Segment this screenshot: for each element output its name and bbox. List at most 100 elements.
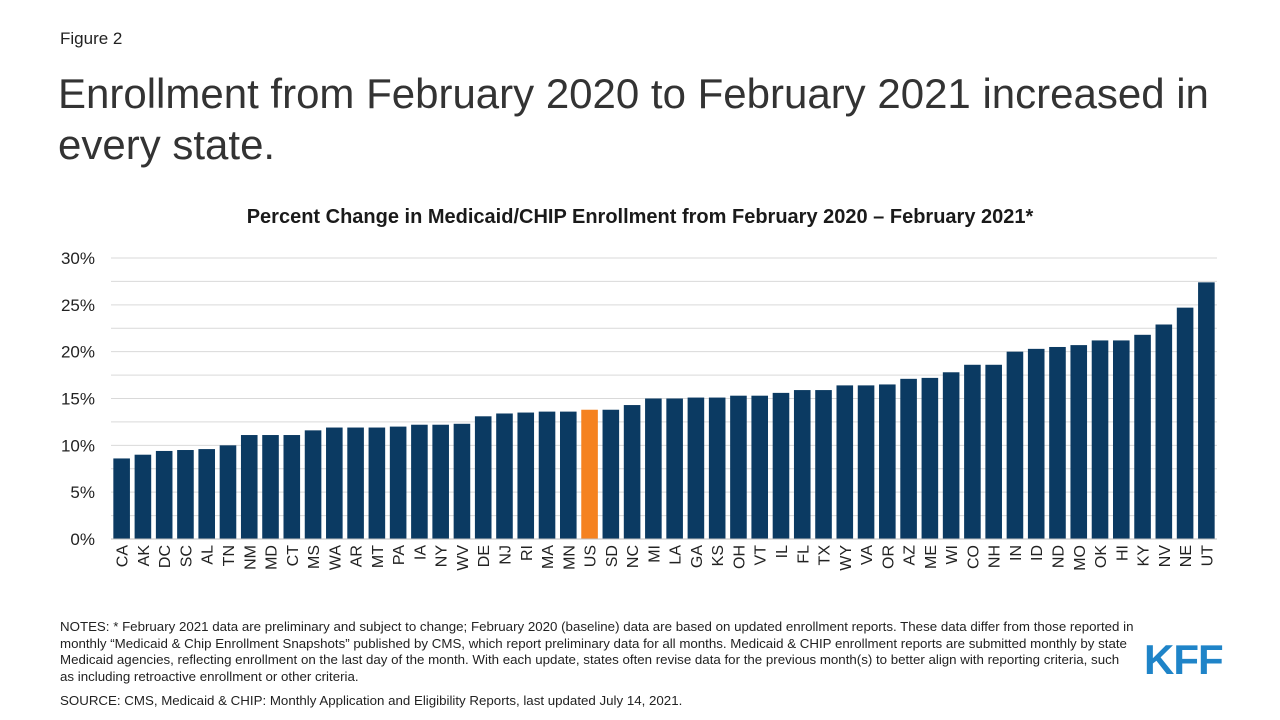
x-tick-label: KS: [710, 545, 727, 566]
bar: [602, 409, 620, 539]
y-tick-label: 25%: [61, 296, 95, 315]
x-tick-label: CT: [285, 545, 302, 567]
bar: [326, 427, 343, 539]
bar: [453, 423, 471, 539]
bar: [559, 411, 577, 539]
x-tick-label: NE: [1178, 545, 1195, 567]
bar: [836, 385, 854, 539]
bar: [113, 458, 130, 539]
x-tick-label: TX: [817, 545, 834, 566]
notes-text: NOTES: * February 2021 data are prelimin…: [60, 619, 1134, 684]
bar: [389, 426, 407, 539]
x-tick-label: HI: [1114, 545, 1131, 561]
bar: [730, 395, 747, 539]
y-tick-label: 5%: [70, 483, 95, 502]
x-tick-label: TN: [221, 545, 238, 566]
bar: [1027, 348, 1045, 539]
x-tick-label: CA: [115, 545, 132, 568]
bar: [411, 424, 428, 539]
bar: [815, 390, 832, 539]
x-tick-label: NV: [1157, 545, 1174, 568]
bar: [1134, 334, 1151, 539]
x-tick-label: AR: [349, 545, 366, 567]
x-tick-label: SD: [604, 545, 621, 567]
x-tick-label: DC: [157, 545, 174, 568]
bar: [645, 398, 662, 539]
x-tick-label: MS: [306, 545, 323, 569]
x-tick-label: SC: [178, 545, 195, 567]
x-tick-label: IN: [1008, 545, 1025, 561]
figure-label: Figure 2: [60, 29, 123, 48]
x-tick-label: NH: [987, 545, 1004, 568]
y-tick-label: 30%: [61, 249, 95, 268]
bar: [219, 445, 237, 539]
bar: [134, 454, 152, 539]
bar-highlight: [581, 409, 598, 539]
bar: [985, 364, 1002, 539]
x-tick-label: NM: [242, 545, 259, 570]
bar-chart: 0%5%10%15%20%25%30%CA AK DC SC AL TN NM MD CT MS W…: [61, 249, 1217, 571]
y-tick-label: 15%: [61, 390, 95, 409]
y-tick-label: 20%: [61, 343, 95, 362]
bar: [304, 430, 322, 539]
bar: [921, 377, 939, 539]
x-tick-label: MN: [561, 545, 578, 570]
x-tick-label: ND: [1050, 545, 1067, 568]
bar: [751, 395, 769, 539]
x-tick-label: IA: [412, 545, 429, 560]
bar: [708, 397, 726, 539]
x-tick-label: NC: [625, 545, 642, 568]
x-tick-label: PA: [391, 545, 408, 565]
x-tick-label: MT: [370, 545, 387, 568]
x-tick-label: MO: [1072, 545, 1089, 571]
x-tick-label: WY: [838, 545, 855, 571]
x-tick-label: NY: [434, 545, 451, 568]
kff-logo: KFF: [1144, 636, 1224, 683]
x-tick-label: CO: [965, 545, 982, 569]
bar: [1155, 324, 1173, 539]
y-tick-label: 10%: [61, 436, 95, 455]
x-tick-label: UT: [1199, 545, 1216, 567]
x-tick-label: AK: [136, 545, 153, 567]
x-tick-label: OR: [880, 545, 897, 569]
x-tick-label: WI: [944, 545, 961, 565]
bar: [1112, 340, 1130, 539]
x-tick-label: AZ: [902, 545, 919, 566]
x-tick-label: MI: [646, 545, 663, 563]
source-text: SOURCE: CMS, Medicaid & CHIP: Monthly Ap…: [60, 693, 683, 708]
x-tick-label: AL: [200, 545, 217, 565]
page-title: Enrollment from February 2020 to Februar…: [58, 70, 1209, 168]
bar: [879, 384, 896, 539]
bar: [857, 385, 875, 539]
bar: [517, 412, 535, 539]
bar: [623, 405, 641, 539]
bar: [177, 450, 194, 539]
x-tick-label: NJ: [497, 545, 514, 565]
x-tick-label: ME: [923, 545, 940, 569]
x-tick-label: ID: [1029, 545, 1046, 561]
x-tick-label: MD: [264, 545, 281, 570]
x-tick-label: VA: [859, 545, 876, 565]
x-tick-label: VT: [753, 545, 770, 566]
bar: [1006, 351, 1024, 539]
bar: [432, 424, 449, 539]
bar: [496, 413, 513, 539]
bar: [687, 397, 705, 539]
y-tick-label: 0%: [70, 530, 95, 549]
bar: [1049, 346, 1066, 539]
bar: [900, 378, 917, 539]
bar: [1091, 340, 1109, 539]
x-tick-label: IL: [774, 545, 791, 558]
bar: [964, 364, 981, 539]
bar: [262, 435, 279, 539]
x-tick-label: FL: [795, 545, 812, 564]
bar: [1070, 345, 1088, 539]
bar: [942, 372, 960, 539]
bar: [240, 435, 258, 539]
bar: [1198, 282, 1215, 539]
x-tick-label: LA: [668, 545, 685, 565]
bar: [772, 392, 790, 539]
x-tick-label: GA: [689, 545, 706, 568]
x-tick-label: WV: [455, 545, 472, 571]
x-tick-label: WA: [327, 545, 344, 571]
